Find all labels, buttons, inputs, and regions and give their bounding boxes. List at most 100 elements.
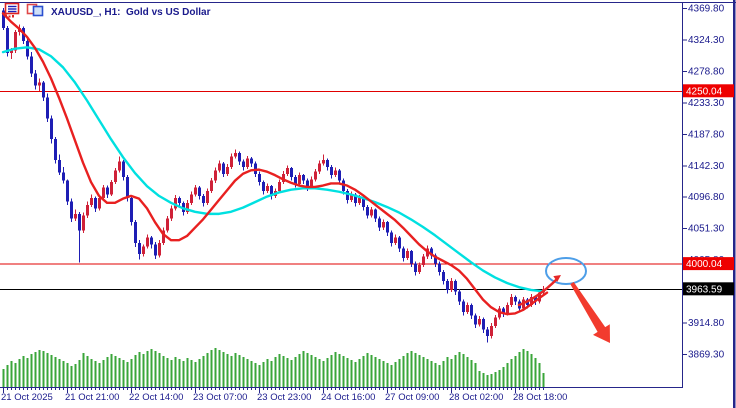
candle-body: [206, 191, 209, 203]
candle-body: [434, 255, 437, 264]
y-tick-label: 4324.30: [688, 35, 725, 46]
candle-body: [122, 161, 125, 178]
price-badge-text: 4250.04: [686, 86, 723, 97]
candle-body: [362, 197, 365, 207]
candle-body: [98, 197, 101, 209]
chart-title: XAUUSD_, H1: Gold vs US Dollar: [51, 6, 211, 18]
candle-body: [234, 153, 237, 157]
candle-body: [154, 244, 157, 256]
candle-body: [226, 166, 229, 174]
candle-body: [390, 232, 393, 243]
charts-icon[interactable]: [26, 2, 44, 23]
candle-body: [410, 251, 413, 264]
candle-body: [242, 161, 245, 167]
volume-bars: [2, 348, 545, 387]
candle-body: [490, 325, 493, 337]
candle-body: [270, 186, 273, 196]
candle-body: [286, 168, 289, 174]
candle-body: [338, 170, 341, 181]
candle-body: [346, 191, 349, 201]
candle-body: [130, 197, 133, 223]
candle-body: [90, 197, 93, 205]
candle-body: [378, 218, 381, 228]
candle-body: [398, 237, 401, 249]
candle-body: [46, 97, 49, 119]
x-tick-label: 27 Oct 09:00: [385, 392, 439, 403]
candle-body: [482, 318, 485, 330]
candle-body: [358, 197, 361, 203]
candle-body: [218, 163, 221, 171]
x-axis-labels: 21 Oct 2025 21 Oct 21:00 22 Oct 14:00 23 Oc…: [1, 388, 567, 403]
y-tick-label: 3869.30: [688, 349, 725, 360]
ma-fast-line: [1, 12, 549, 316]
candle-body: [278, 182, 281, 192]
candle-body: [366, 206, 369, 216]
candle-body: [166, 218, 169, 231]
candle-body: [446, 280, 449, 290]
candle-body: [110, 182, 113, 195]
price-badge-text: 3963.59: [686, 284, 723, 295]
candle-body: [466, 305, 469, 313]
chart-title-bar: XAUUSD_, H1: Gold vs US Dollar: [4, 2, 211, 23]
y-tick-label: 4142.30: [688, 161, 725, 172]
candle-body: [250, 158, 253, 164]
candle-body: [178, 197, 181, 203]
candle-body: [454, 280, 457, 292]
candle-body: [26, 41, 29, 57]
candle-body: [174, 197, 177, 209]
small-up-arrow-shaft[interactable]: [517, 277, 559, 307]
candle-body: [302, 175, 305, 181]
candle-body: [326, 159, 329, 167]
candle-body: [462, 301, 465, 313]
candle-body: [282, 173, 285, 183]
candle-body: [34, 73, 37, 86]
highlight-ellipse[interactable]: [545, 257, 587, 285]
candle-body: [246, 158, 249, 167]
price-badge-4250.04: 4250.04: [683, 84, 734, 98]
candle-body: [474, 315, 477, 325]
y-tick-label: 3914.80: [688, 318, 725, 329]
price-badge-text: 4000.04: [686, 259, 723, 270]
candle-body: [14, 32, 17, 51]
candle-body: [170, 208, 173, 219]
candle-body: [190, 194, 193, 203]
small-up-arrow-head[interactable]: [553, 275, 561, 282]
candle-body: [266, 186, 269, 192]
candle-body: [186, 202, 189, 212]
candle-body: [106, 187, 109, 195]
candle-body: [162, 230, 165, 243]
candle-body: [10, 50, 13, 53]
candle-body: [374, 209, 377, 219]
y-tick-label: 4051.30: [688, 224, 725, 235]
price-badge-rect: [683, 282, 734, 296]
candle-body: [118, 161, 121, 171]
candle-body: [194, 187, 197, 195]
candle-body: [290, 168, 293, 178]
y-tick-label: 4096.80: [688, 192, 725, 203]
big-down-arrow[interactable]: [570, 282, 610, 343]
candle-body: [50, 118, 53, 140]
candle-body: [210, 180, 213, 192]
candle-body: [414, 263, 417, 272]
candle-body: [38, 82, 41, 86]
candle-body: [334, 170, 337, 176]
candle-body: [70, 201, 73, 219]
ma-slow-line: [1, 46, 545, 293]
candle-body: [238, 153, 241, 162]
candle-body: [382, 222, 385, 228]
candle-body: [510, 296, 513, 306]
candle-body: [138, 242, 141, 254]
y-tick-label: 4369.80: [688, 4, 725, 15]
candle-body: [66, 180, 69, 202]
y-tick-label: 4233.30: [688, 98, 725, 109]
candle-body: [6, 27, 9, 53]
candle-body: [30, 56, 33, 74]
list-icon[interactable]: [4, 2, 22, 23]
y-tick-label: 4278.80: [688, 66, 725, 77]
candle-body: [258, 173, 261, 183]
x-tick-label: 28 Oct 02:00: [449, 392, 503, 403]
candle-body: [430, 248, 433, 256]
price-badge-rect: [683, 84, 734, 98]
